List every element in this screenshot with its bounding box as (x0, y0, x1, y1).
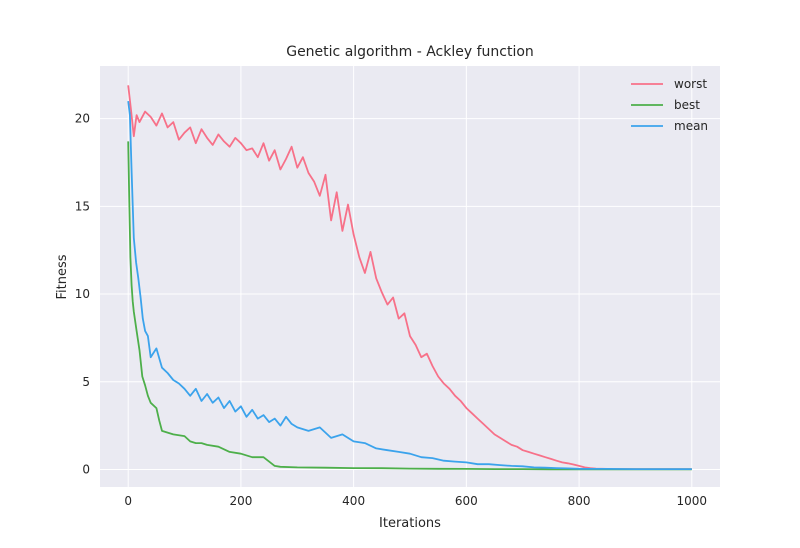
x-tick-label: 800 (568, 494, 591, 508)
y-tick-labels: 0 5 10 15 20 (75, 112, 90, 477)
x-axis-label: Iterations (379, 516, 441, 531)
x-tick-label: 600 (455, 494, 478, 508)
grid (100, 66, 720, 487)
legend-label-mean: mean (674, 119, 708, 133)
y-tick-label: 10 (75, 287, 90, 301)
series-line-worst (127, 85, 692, 471)
legend-label-best: best (674, 98, 700, 112)
y-axis-label: Fitness (55, 254, 70, 299)
x-tick-label: 1000 (677, 494, 708, 508)
y-tick-label: 5 (82, 375, 90, 389)
series-line-mean (127, 100, 692, 471)
legend: worst best mean (631, 77, 708, 133)
series-line-best (127, 141, 692, 471)
x-tick-label: 400 (342, 494, 365, 508)
series-layer (127, 85, 692, 471)
x-tick-labels: 0 200 400 600 800 1000 (124, 494, 707, 508)
legend-label-worst: worst (674, 77, 707, 91)
y-tick-label: 20 (75, 112, 90, 126)
x-tick-label: 0 (124, 494, 132, 508)
chart-title: Genetic algorithm - Ackley function (286, 44, 534, 60)
y-tick-label: 15 (75, 199, 90, 213)
y-tick-label: 0 (82, 462, 90, 476)
plot-background (100, 66, 720, 487)
x-tick-label: 200 (229, 494, 252, 508)
